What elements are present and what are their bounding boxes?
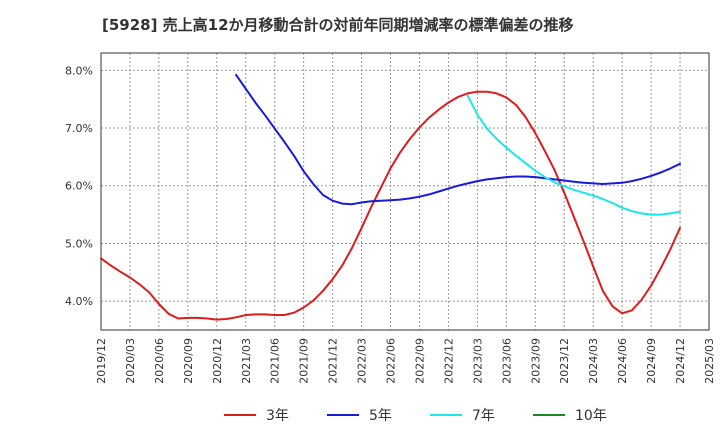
x-tick-label: 2021/09 bbox=[298, 338, 311, 384]
y-tick-labels: 4.0% 5.0% 6.0% 7.0% 8.0% bbox=[65, 64, 93, 308]
series-line-7年 bbox=[466, 94, 681, 216]
x-tick-label: 2021/12 bbox=[327, 338, 340, 384]
series-layer bbox=[100, 73, 681, 321]
x-tick-label: 2023/06 bbox=[500, 338, 513, 384]
legend-swatch bbox=[327, 414, 359, 416]
y-tick-label: 5.0% bbox=[65, 237, 93, 250]
x-tick-label: 2022/09 bbox=[413, 338, 426, 384]
chart-title: [5928] 売上高12か月移動合計の対前年同期増減率の標準偏差の推移 bbox=[102, 16, 574, 34]
y-tick-label: 7.0% bbox=[65, 122, 93, 135]
legend-label: 5年 bbox=[369, 408, 392, 424]
series-line-5年 bbox=[235, 73, 681, 206]
plot-frame bbox=[100, 52, 710, 331]
legend-label: 3年 bbox=[266, 408, 289, 424]
x-tick-label: 2019/12 bbox=[95, 338, 108, 384]
legend-item-10年: 10年 bbox=[533, 400, 607, 430]
y-tick-label: 6.0% bbox=[65, 180, 93, 193]
x-tick-label: 2022/12 bbox=[442, 338, 455, 384]
x-tick-label: 2024/12 bbox=[674, 338, 687, 384]
y-tick-label: 8.0% bbox=[65, 64, 93, 77]
x-tick-label: 2021/06 bbox=[269, 338, 282, 384]
x-tick-label: 2023/03 bbox=[471, 338, 484, 384]
x-tick-label: 2020/03 bbox=[124, 338, 137, 384]
legend-swatch bbox=[533, 414, 565, 416]
grid-layer bbox=[100, 53, 710, 330]
legend-label: 7年 bbox=[472, 408, 495, 424]
legend-label: 10年 bbox=[575, 408, 607, 424]
x-tick-label: 2024/03 bbox=[587, 338, 600, 384]
legend-swatch bbox=[430, 414, 462, 416]
series-line-3年 bbox=[100, 90, 681, 321]
x-tick-label: 2024/09 bbox=[645, 338, 658, 384]
legend-item-7年: 7年 bbox=[430, 400, 495, 430]
x-tick-label: 2025/03 bbox=[703, 338, 716, 384]
x-tick-label: 2022/03 bbox=[356, 338, 369, 384]
x-tick-label: 2020/09 bbox=[182, 338, 195, 384]
legend-item-5年: 5年 bbox=[327, 400, 392, 430]
x-tick-label: 2023/12 bbox=[558, 338, 571, 384]
x-tick-labels: 2019/12 2020/03 2020/06 2020/09 2020/12 2021/… bbox=[95, 338, 716, 384]
x-tick-label: 2020/06 bbox=[153, 338, 166, 384]
line-chart: 4.0% 5.0% 6.0% 7.0% 8.0% 2019/12 2020/03 2020/… bbox=[65, 52, 716, 384]
x-tick-label: 2020/12 bbox=[211, 338, 224, 384]
legend-swatch bbox=[224, 414, 256, 416]
x-tick-label: 2022/06 bbox=[385, 338, 398, 384]
legend-item-3年: 3年 bbox=[224, 400, 289, 430]
x-tick-label: 2021/03 bbox=[240, 338, 253, 384]
x-tick-label: 2024/06 bbox=[616, 338, 629, 384]
x-tick-label: 2023/09 bbox=[529, 338, 542, 384]
legend: 3年 5年 7年 10年 bbox=[0, 400, 720, 430]
y-tick-label: 4.0% bbox=[65, 295, 93, 308]
